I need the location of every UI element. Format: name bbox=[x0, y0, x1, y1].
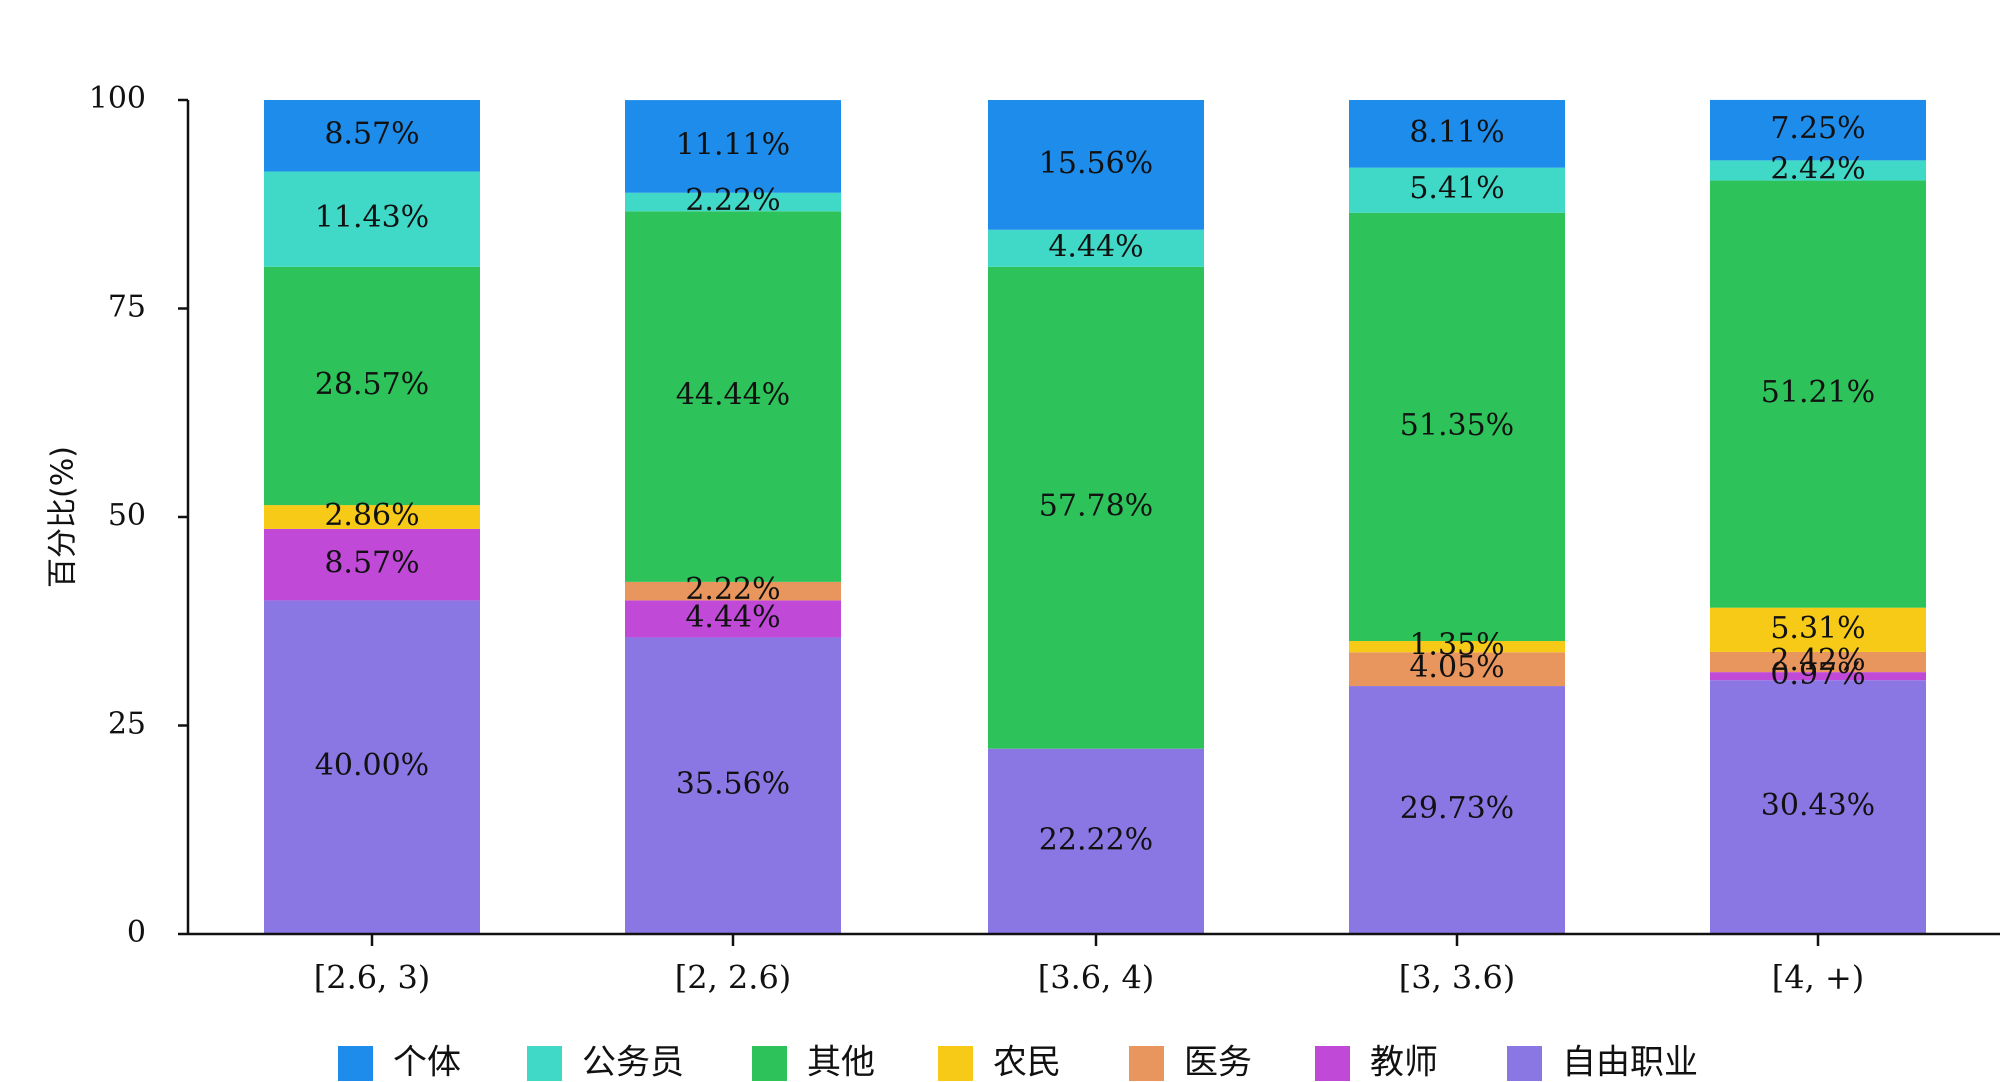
bar-segment bbox=[1349, 641, 1565, 653]
labels-layer: 40.00% 8.57% 2.86% 28.57% 11.43% 8.57% 35.56% 4… bbox=[315, 111, 1875, 857]
legend-swatch bbox=[752, 1046, 787, 1081]
segment-data-label: 8.57% bbox=[324, 546, 419, 581]
bar-segment bbox=[625, 100, 841, 193]
segment-data-label: 4.44% bbox=[685, 600, 780, 635]
y-tick-label: 50 bbox=[108, 498, 146, 533]
legend-swatch bbox=[1507, 1046, 1542, 1081]
bar-segment bbox=[264, 100, 480, 172]
segment-data-label: 44.44% bbox=[676, 378, 790, 413]
bar-segment bbox=[1710, 180, 1926, 608]
y-tick-label: 0 bbox=[127, 915, 146, 950]
segment-data-label: 2.22% bbox=[685, 183, 780, 218]
bar-segment bbox=[1710, 607, 1926, 652]
segment-data-label: 1.35% bbox=[1409, 628, 1504, 663]
legend-swatch bbox=[1315, 1046, 1350, 1081]
bar-segment bbox=[625, 581, 841, 601]
bar-segment bbox=[1710, 680, 1926, 934]
bar-segment bbox=[264, 600, 480, 934]
legend-swatch bbox=[338, 1046, 373, 1081]
segment-data-label: 2.42% bbox=[1770, 151, 1865, 186]
bar-segment bbox=[1349, 100, 1565, 168]
segment-data-label: 4.05% bbox=[1409, 650, 1504, 685]
segment-data-label: 28.57% bbox=[315, 367, 429, 402]
segment-data-label: 5.31% bbox=[1770, 611, 1865, 646]
segment-data-label: 51.35% bbox=[1400, 408, 1514, 443]
bar-segment bbox=[1349, 167, 1565, 213]
bar-segment bbox=[1710, 160, 1926, 181]
bar-segment bbox=[264, 505, 480, 529]
segment-data-label: 2.42% bbox=[1770, 643, 1865, 678]
bar-segment bbox=[625, 637, 841, 934]
legend-swatch bbox=[527, 1046, 562, 1081]
segment-data-label: 5.41% bbox=[1409, 171, 1504, 206]
x-category-label: [2, 2.6) bbox=[675, 959, 792, 997]
x-category-label: [3, 3.6) bbox=[1399, 959, 1516, 997]
y-tick-label: 75 bbox=[108, 290, 146, 325]
bars-layer bbox=[264, 99, 1926, 934]
y-tick-label: 25 bbox=[108, 707, 146, 742]
legend-label: 公务员 bbox=[582, 1043, 684, 1082]
segment-data-label: 4.44% bbox=[1048, 229, 1143, 264]
segment-data-label: 40.00% bbox=[315, 748, 429, 783]
legend-swatch bbox=[938, 1046, 973, 1081]
bar-segment bbox=[988, 748, 1204, 934]
segment-data-label: 2.22% bbox=[685, 572, 780, 607]
legend-label: 教师 bbox=[1370, 1043, 1438, 1082]
bar-segment bbox=[625, 192, 841, 212]
legend-label: 其他 bbox=[807, 1043, 875, 1082]
bar-segment bbox=[1710, 99, 1926, 161]
segment-data-label: 0.97% bbox=[1770, 657, 1865, 692]
segment-data-label: 8.11% bbox=[1409, 115, 1504, 150]
bar-segment bbox=[1349, 686, 1565, 934]
bar-segment bbox=[1349, 212, 1565, 642]
bar-segment bbox=[1710, 651, 1926, 673]
bar-segment bbox=[988, 100, 1204, 230]
segment-data-label: 11.11% bbox=[676, 127, 790, 162]
bar-segment bbox=[625, 211, 841, 582]
legend-label: 个体 bbox=[393, 1043, 461, 1082]
ticks-layer: 0 25 50 75 100 [2.6, 3) [2, 2.6) [3.6, 4) [3, 3.… bbox=[89, 81, 1865, 997]
bar-segment bbox=[264, 171, 480, 267]
legend-swatch bbox=[1129, 1046, 1164, 1081]
y-axis-label: 百分比(%) bbox=[46, 446, 81, 588]
bar-segment bbox=[988, 266, 1204, 749]
x-category-label: [4, +) bbox=[1772, 959, 1864, 997]
bar-segment bbox=[1349, 652, 1565, 687]
bar-segment bbox=[988, 229, 1204, 267]
segment-data-label: 30.43% bbox=[1761, 788, 1875, 823]
legend: 个体 公务员 其他 农民 医务 教师 自由职业 bbox=[338, 1043, 1698, 1082]
bar-segment bbox=[625, 600, 841, 638]
segment-data-label: 22.22% bbox=[1039, 822, 1153, 857]
bar-segment bbox=[264, 266, 480, 506]
bar-segment bbox=[1710, 672, 1926, 681]
segment-data-label: 7.25% bbox=[1770, 111, 1865, 146]
legend-label: 农民 bbox=[993, 1043, 1061, 1082]
segment-data-label: 57.78% bbox=[1039, 489, 1153, 524]
x-category-label: [2.6, 3) bbox=[314, 959, 431, 997]
segment-data-label: 35.56% bbox=[676, 767, 790, 802]
y-tick-label: 100 bbox=[89, 81, 146, 116]
segment-data-label: 11.43% bbox=[315, 200, 429, 235]
bar-segment bbox=[264, 528, 480, 601]
segment-data-label: 15.56% bbox=[1039, 146, 1153, 181]
x-category-label: [3.6, 4) bbox=[1038, 959, 1155, 997]
segment-data-label: 8.57% bbox=[324, 117, 419, 152]
segment-data-label: 51.21% bbox=[1761, 375, 1875, 410]
segment-data-label: 29.73% bbox=[1400, 791, 1514, 826]
legend-label: 自由职业 bbox=[1562, 1043, 1698, 1082]
legend-label: 医务 bbox=[1184, 1043, 1252, 1082]
segment-data-label: 2.86% bbox=[324, 498, 419, 533]
